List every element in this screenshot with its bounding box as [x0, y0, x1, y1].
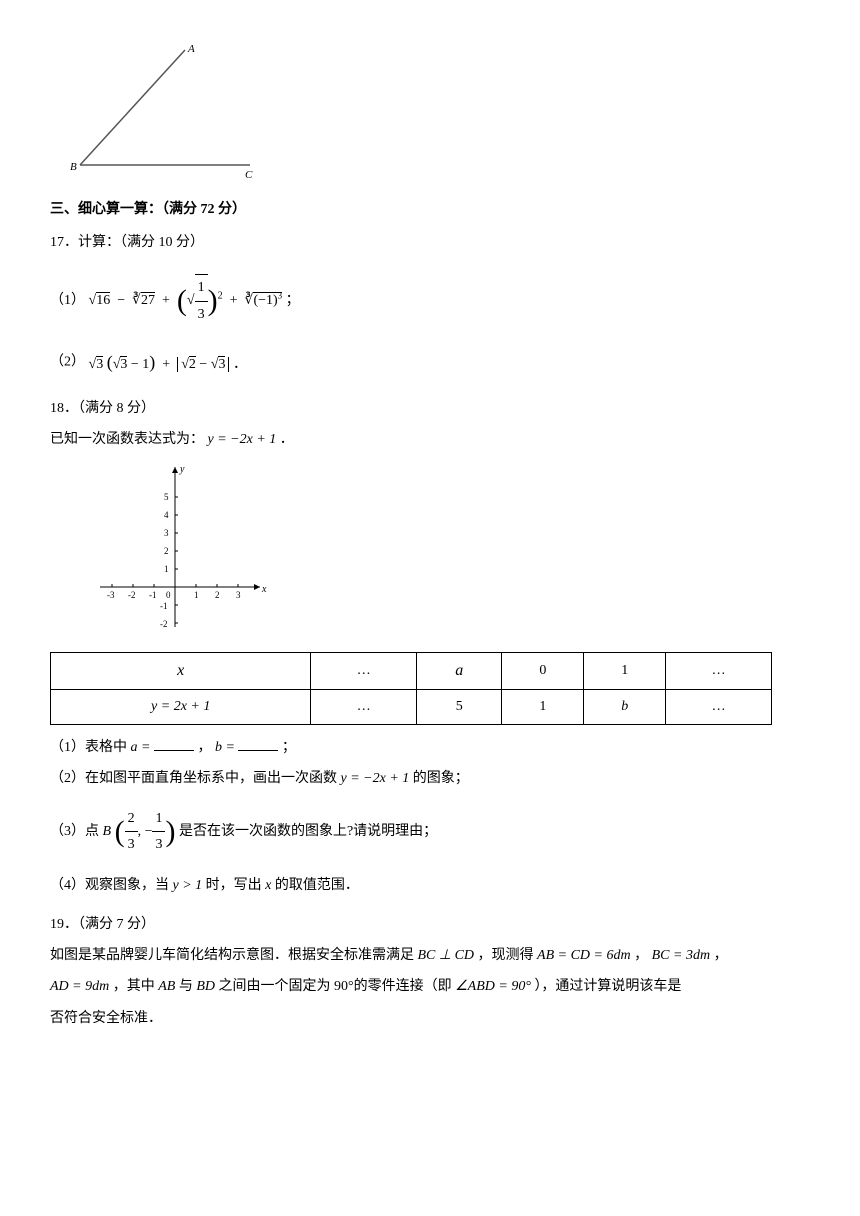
q18-period: ． [280, 432, 294, 447]
q19-l2a: AD = 9dm [50, 979, 109, 994]
q18-sub4-prefix: （4）观察图象，当 [50, 878, 169, 893]
svg-text:y: y [179, 464, 185, 475]
angle-figure: A B C [70, 40, 810, 189]
table-r3: 1 [502, 690, 584, 724]
svg-text:3: 3 [236, 590, 241, 600]
q18-title: 18．（满分 8 分） [50, 396, 810, 421]
q19-angle: ∠ABD = 90° [455, 979, 531, 994]
table-r0: y = 2x + 1 [51, 690, 311, 724]
svg-text:x: x [261, 584, 267, 595]
q19-line3: 否符合安全标准． [50, 1006, 810, 1031]
svg-text:2: 2 [164, 546, 169, 556]
svg-text:C: C [245, 169, 253, 180]
q18-sub2-text: （2）在如图平面直角坐标系中，画出一次函数 [50, 771, 337, 786]
q18-intro-text: 已知一次函数表达式为： [50, 432, 204, 447]
q18-sub3-B: B [103, 824, 112, 839]
svg-text:-1: -1 [160, 601, 168, 611]
svg-text:2: 2 [215, 590, 220, 600]
table-h2: a [417, 652, 502, 690]
q18-sub1-prefix: （1）表格中 [50, 740, 127, 755]
q18-sub4-mid: 时，写出 [206, 878, 262, 893]
frac1-den: 3 [125, 832, 138, 857]
table-h5: … [666, 652, 772, 690]
q19-l1b: ，现测得 [478, 948, 534, 963]
table-r5: … [666, 690, 772, 724]
svg-text:3: 3 [164, 528, 169, 538]
table-r4: b [584, 690, 666, 724]
q19-eq1: AB = CD = 6dm [537, 948, 631, 963]
q19-ab: AB [158, 979, 175, 994]
q18-sub3-prefix: （3）点 [50, 824, 99, 839]
svg-text:-2: -2 [128, 590, 136, 600]
q18-sub2: （2）在如图平面直角坐标系中，画出一次函数 y = −2x + 1 的图象； [50, 766, 810, 791]
svg-text:5: 5 [164, 492, 169, 502]
table-h4: 1 [584, 652, 666, 690]
frac1-num: 2 [125, 806, 138, 832]
q19-bd: BD [196, 979, 215, 994]
q18-sub1-b: b = [215, 740, 235, 755]
frac2-den: 3 [152, 832, 165, 857]
svg-text:1: 1 [194, 590, 199, 600]
svg-text:4: 4 [164, 510, 169, 520]
section3-heading: 三、细心算一算：（满分 72 分） [50, 197, 810, 222]
svg-text:B: B [70, 161, 77, 173]
q18-table: x … a 0 1 … y = 2x + 1 … 5 1 b … [50, 652, 772, 725]
q17-part1: （1） √16 − ∛27 + (√13)2 + ∛(−1)3 ； [50, 274, 810, 328]
frac2-num: 1 [152, 806, 165, 832]
q19-l1d: ， [714, 948, 728, 963]
q17-part2: （2） √3 (√3 − 1) + √2 − √3 ． [50, 346, 810, 378]
q18-sub4-cond: y > 1 [173, 878, 203, 893]
q19-eq2: BC = 3dm [652, 948, 710, 963]
q17-p2-prefix: （2） [50, 354, 85, 369]
svg-text:-1: -1 [149, 590, 157, 600]
q18-sub1-semi: ； [282, 740, 296, 755]
q19-line2: AD = 9dm ，其中 AB 与 BD 之间由一个固定为 90°的零件连接（即… [50, 974, 810, 999]
svg-text:0: 0 [166, 590, 171, 600]
q17-p1-prefix: （1） [50, 293, 85, 308]
table-h3: 0 [502, 652, 584, 690]
q19-l2c: 与 [179, 979, 193, 994]
q19-perp: BC ⊥ CD [418, 948, 475, 963]
table-r2: 5 [417, 690, 502, 724]
table-h0: x [51, 652, 311, 690]
q18-sub1-comma: ， [197, 740, 211, 755]
q19-l1a: 如图是某品牌婴儿车简化结构示意图．根据安全标准需满足 [50, 948, 414, 963]
q18-sub4-rest: 的取值范围． [275, 878, 359, 893]
table-r1: … [311, 690, 417, 724]
q18-sub3-rest: 是否在该一次函数的图象上?请说明理由； [179, 824, 437, 839]
q19-l2d: 之间由一个固定为 90°的零件连接（即 [219, 979, 452, 994]
q18-sub1: （1）表格中 a = ， b = ； [50, 735, 810, 760]
svg-text:-3: -3 [107, 590, 115, 600]
q19-title: 19．（满分 7 分） [50, 912, 810, 937]
q19-l2b: ，其中 [113, 979, 155, 994]
q19-l2e: ），通过计算说明该车是 [534, 979, 681, 994]
table-h1: … [311, 652, 417, 690]
q19-l1c: ， [634, 948, 648, 963]
q18-sub4-x: x [265, 878, 271, 893]
q19-line1: 如图是某品牌婴儿车简化结构示意图．根据安全标准需满足 BC ⊥ CD ，现测得 … [50, 943, 810, 968]
svg-text:A: A [187, 43, 195, 55]
q18-axes-figure: x y -3 -2 -1 0 1 2 3 1 2 3 4 5 -1 -2 [90, 462, 810, 641]
q18-func: y = −2x + 1 [208, 432, 277, 447]
svg-text:1: 1 [164, 564, 169, 574]
blank-b [238, 736, 278, 751]
q18-sub2-func: y = −2x + 1 [341, 771, 410, 786]
q17-title: 17．计算：（满分 10 分） [50, 230, 810, 255]
q18-sub2-rest: 的图象； [413, 771, 469, 786]
svg-text:-2: -2 [160, 619, 168, 629]
q18-sub4: （4）观察图象，当 y > 1 时，写出 x 的取值范围． [50, 873, 810, 898]
q18-sub3: （3）点 B (23, −13) 是否在该一次函数的图象上?请说明理由； [50, 805, 810, 859]
blank-a [154, 736, 194, 751]
q18-sub1-a: a = [131, 740, 151, 755]
q18-intro: 已知一次函数表达式为： y = −2x + 1 ． [50, 427, 810, 452]
